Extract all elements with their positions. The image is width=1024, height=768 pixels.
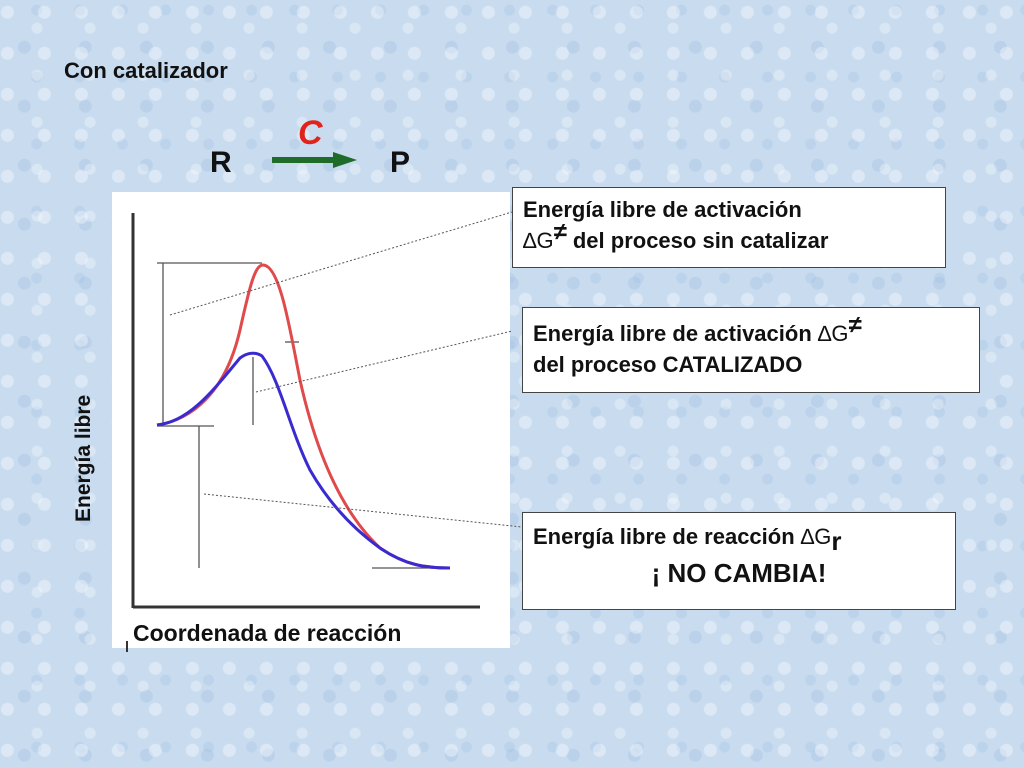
catalyst-label: C xyxy=(298,114,323,152)
catalyzed-curve xyxy=(156,351,451,570)
product-label: P xyxy=(390,146,411,179)
reaction-subscript: r xyxy=(831,526,842,556)
leader-lines xyxy=(169,211,523,528)
reactant-label: R xyxy=(210,146,232,179)
not-equal-superscript: ≠ xyxy=(553,218,567,246)
delta-g-symbol: ∆G xyxy=(523,228,554,253)
callout-reaction-line1: Energía libre de reacción xyxy=(533,524,801,549)
delta-g-symbol: ∆G xyxy=(817,321,849,346)
callout-catalyzed-line2: del proceso CATALIZADO xyxy=(533,352,803,377)
delta-g-symbol: ∆G xyxy=(800,524,832,549)
callout-reaction: Energía libre de reacción ∆Gr ¡ NO CAMBI… xyxy=(522,512,956,610)
callout-uncatalyzed: Energía libre de activación ∆G≠ del proc… xyxy=(512,187,946,268)
callout-uncatalyzed-line1: Energía libre de activación xyxy=(523,197,802,222)
callout-uncatalyzed-line2: del proceso sin catalizar xyxy=(566,228,829,253)
reaction-arrow xyxy=(272,152,357,168)
slide-heading: Con catalizador xyxy=(64,58,228,83)
uncatalyzed-curve xyxy=(156,263,451,570)
callout-catalyzed: Energía libre de activación ∆G≠ del proc… xyxy=(522,307,980,393)
x-axis-label: Coordenada de reacción xyxy=(133,620,402,646)
callout-catalyzed-line1: Energía libre de activación xyxy=(533,321,818,346)
y-axis-label: Energía libre xyxy=(72,394,95,522)
no-change-note: ¡ NO CAMBIA! xyxy=(651,558,827,588)
reference-lines xyxy=(157,262,450,569)
not-equal-superscript: ≠ xyxy=(848,311,862,339)
